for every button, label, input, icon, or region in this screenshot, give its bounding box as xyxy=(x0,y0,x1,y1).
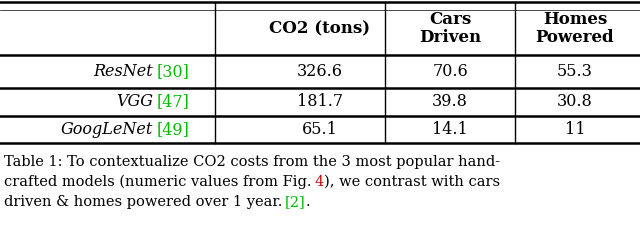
Text: driven & homes powered over 1 year.: driven & homes powered over 1 year. xyxy=(4,195,285,209)
Text: [49]: [49] xyxy=(157,121,190,138)
Text: .: . xyxy=(306,195,310,209)
Text: 30.8: 30.8 xyxy=(557,94,593,110)
Text: Driven: Driven xyxy=(419,29,481,46)
Text: [2]: [2] xyxy=(285,195,306,209)
Text: 4: 4 xyxy=(314,175,324,189)
Text: 14.1: 14.1 xyxy=(432,121,468,138)
Text: [47]: [47] xyxy=(157,94,190,110)
Text: Homes: Homes xyxy=(543,11,607,28)
Text: 70.6: 70.6 xyxy=(432,63,468,80)
Text: 181.7: 181.7 xyxy=(297,94,343,110)
Text: [30]: [30] xyxy=(157,63,190,80)
Text: 55.3: 55.3 xyxy=(557,63,593,80)
Text: ResNet: ResNet xyxy=(93,63,153,80)
Text: ), we contrast with cars: ), we contrast with cars xyxy=(324,175,500,189)
Text: 326.6: 326.6 xyxy=(297,63,343,80)
Text: 65.1: 65.1 xyxy=(302,121,338,138)
Text: Powered: Powered xyxy=(536,29,614,46)
Text: GoogLeNet: GoogLeNet xyxy=(61,121,153,138)
Text: Cars: Cars xyxy=(429,11,471,28)
Text: VGG: VGG xyxy=(116,94,153,110)
Text: Table 1: To contextualize CO2 costs from the 3 most popular hand-: Table 1: To contextualize CO2 costs from… xyxy=(4,155,500,169)
Text: CO2 (tons): CO2 (tons) xyxy=(269,20,371,37)
Text: crafted models (numeric values from Fig.: crafted models (numeric values from Fig. xyxy=(4,175,314,189)
Text: 39.8: 39.8 xyxy=(432,94,468,110)
Text: 11: 11 xyxy=(564,121,585,138)
